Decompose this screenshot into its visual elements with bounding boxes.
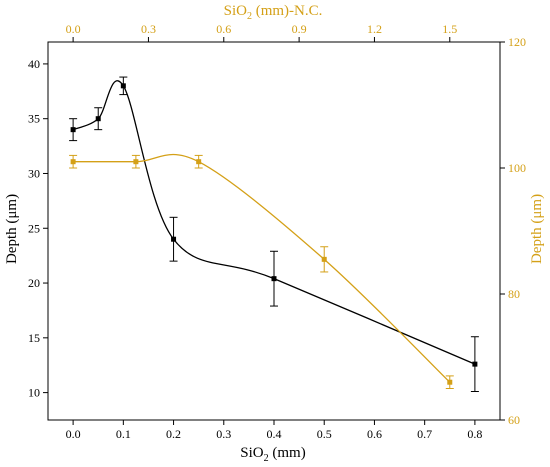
y-left-tick-label: 40 <box>28 57 40 71</box>
x-top-tick-label: 0.9 <box>292 22 307 36</box>
x-bottom-tick-label: 0.2 <box>166 427 181 441</box>
x-top-tick-label: 1.5 <box>442 22 457 36</box>
y-left-tick-label: 20 <box>28 276 40 290</box>
series-2 <box>69 153 454 389</box>
series-line <box>73 153 451 383</box>
data-point <box>321 256 327 262</box>
data-point <box>95 116 101 122</box>
y-left-axis-title: Depth (μm) <box>4 194 20 264</box>
x-bottom-tick-label: 0.1 <box>116 427 131 441</box>
x-bottom-tick-label: 0.7 <box>417 427 432 441</box>
x-top-axis-title: SiO2 (mm)-N.C. <box>224 3 323 22</box>
x-bottom-tick-label: 0.5 <box>317 427 332 441</box>
y-left-tick-label: 10 <box>28 386 40 400</box>
data-point <box>271 276 277 282</box>
y-right-tick-label: 60 <box>508 413 520 427</box>
data-point <box>120 83 126 89</box>
series-line <box>72 80 476 365</box>
data-point <box>196 159 202 165</box>
data-point <box>70 159 76 165</box>
x-bottom-tick-label: 0.3 <box>216 427 231 441</box>
y-left-tick-label: 25 <box>28 221 40 235</box>
y-right-axis-title: Depth (μm) <box>529 194 545 264</box>
data-point <box>133 159 139 165</box>
x-bottom-axis-title: SiO2 (mm) <box>240 445 305 464</box>
x-bottom-tick-label: 0.4 <box>267 427 282 441</box>
x-top-tick-label: 0.6 <box>216 22 231 36</box>
y-left-tick-label: 15 <box>28 331 40 345</box>
y-left-tick-label: 30 <box>28 166 40 180</box>
x-bottom-tick-label: 0.8 <box>467 427 482 441</box>
data-point <box>472 361 478 367</box>
y-left-tick-label: 35 <box>28 112 40 126</box>
plot-frame <box>47 41 501 421</box>
data-point <box>447 379 453 385</box>
series-1 <box>69 76 479 393</box>
data-point <box>70 127 76 133</box>
x-top-tick-label: 0.0 <box>66 22 81 36</box>
x-top-tick-label: 0.3 <box>141 22 156 36</box>
data-point <box>171 236 177 242</box>
x-bottom-tick-label: 0.6 <box>367 427 382 441</box>
y-right-tick-label: 80 <box>508 287 520 301</box>
y-right-tick-label: 120 <box>508 35 526 49</box>
x-top-tick-label: 1.2 <box>367 22 382 36</box>
y-right-tick-label: 100 <box>508 161 526 175</box>
x-bottom-tick-label: 0.0 <box>66 427 81 441</box>
